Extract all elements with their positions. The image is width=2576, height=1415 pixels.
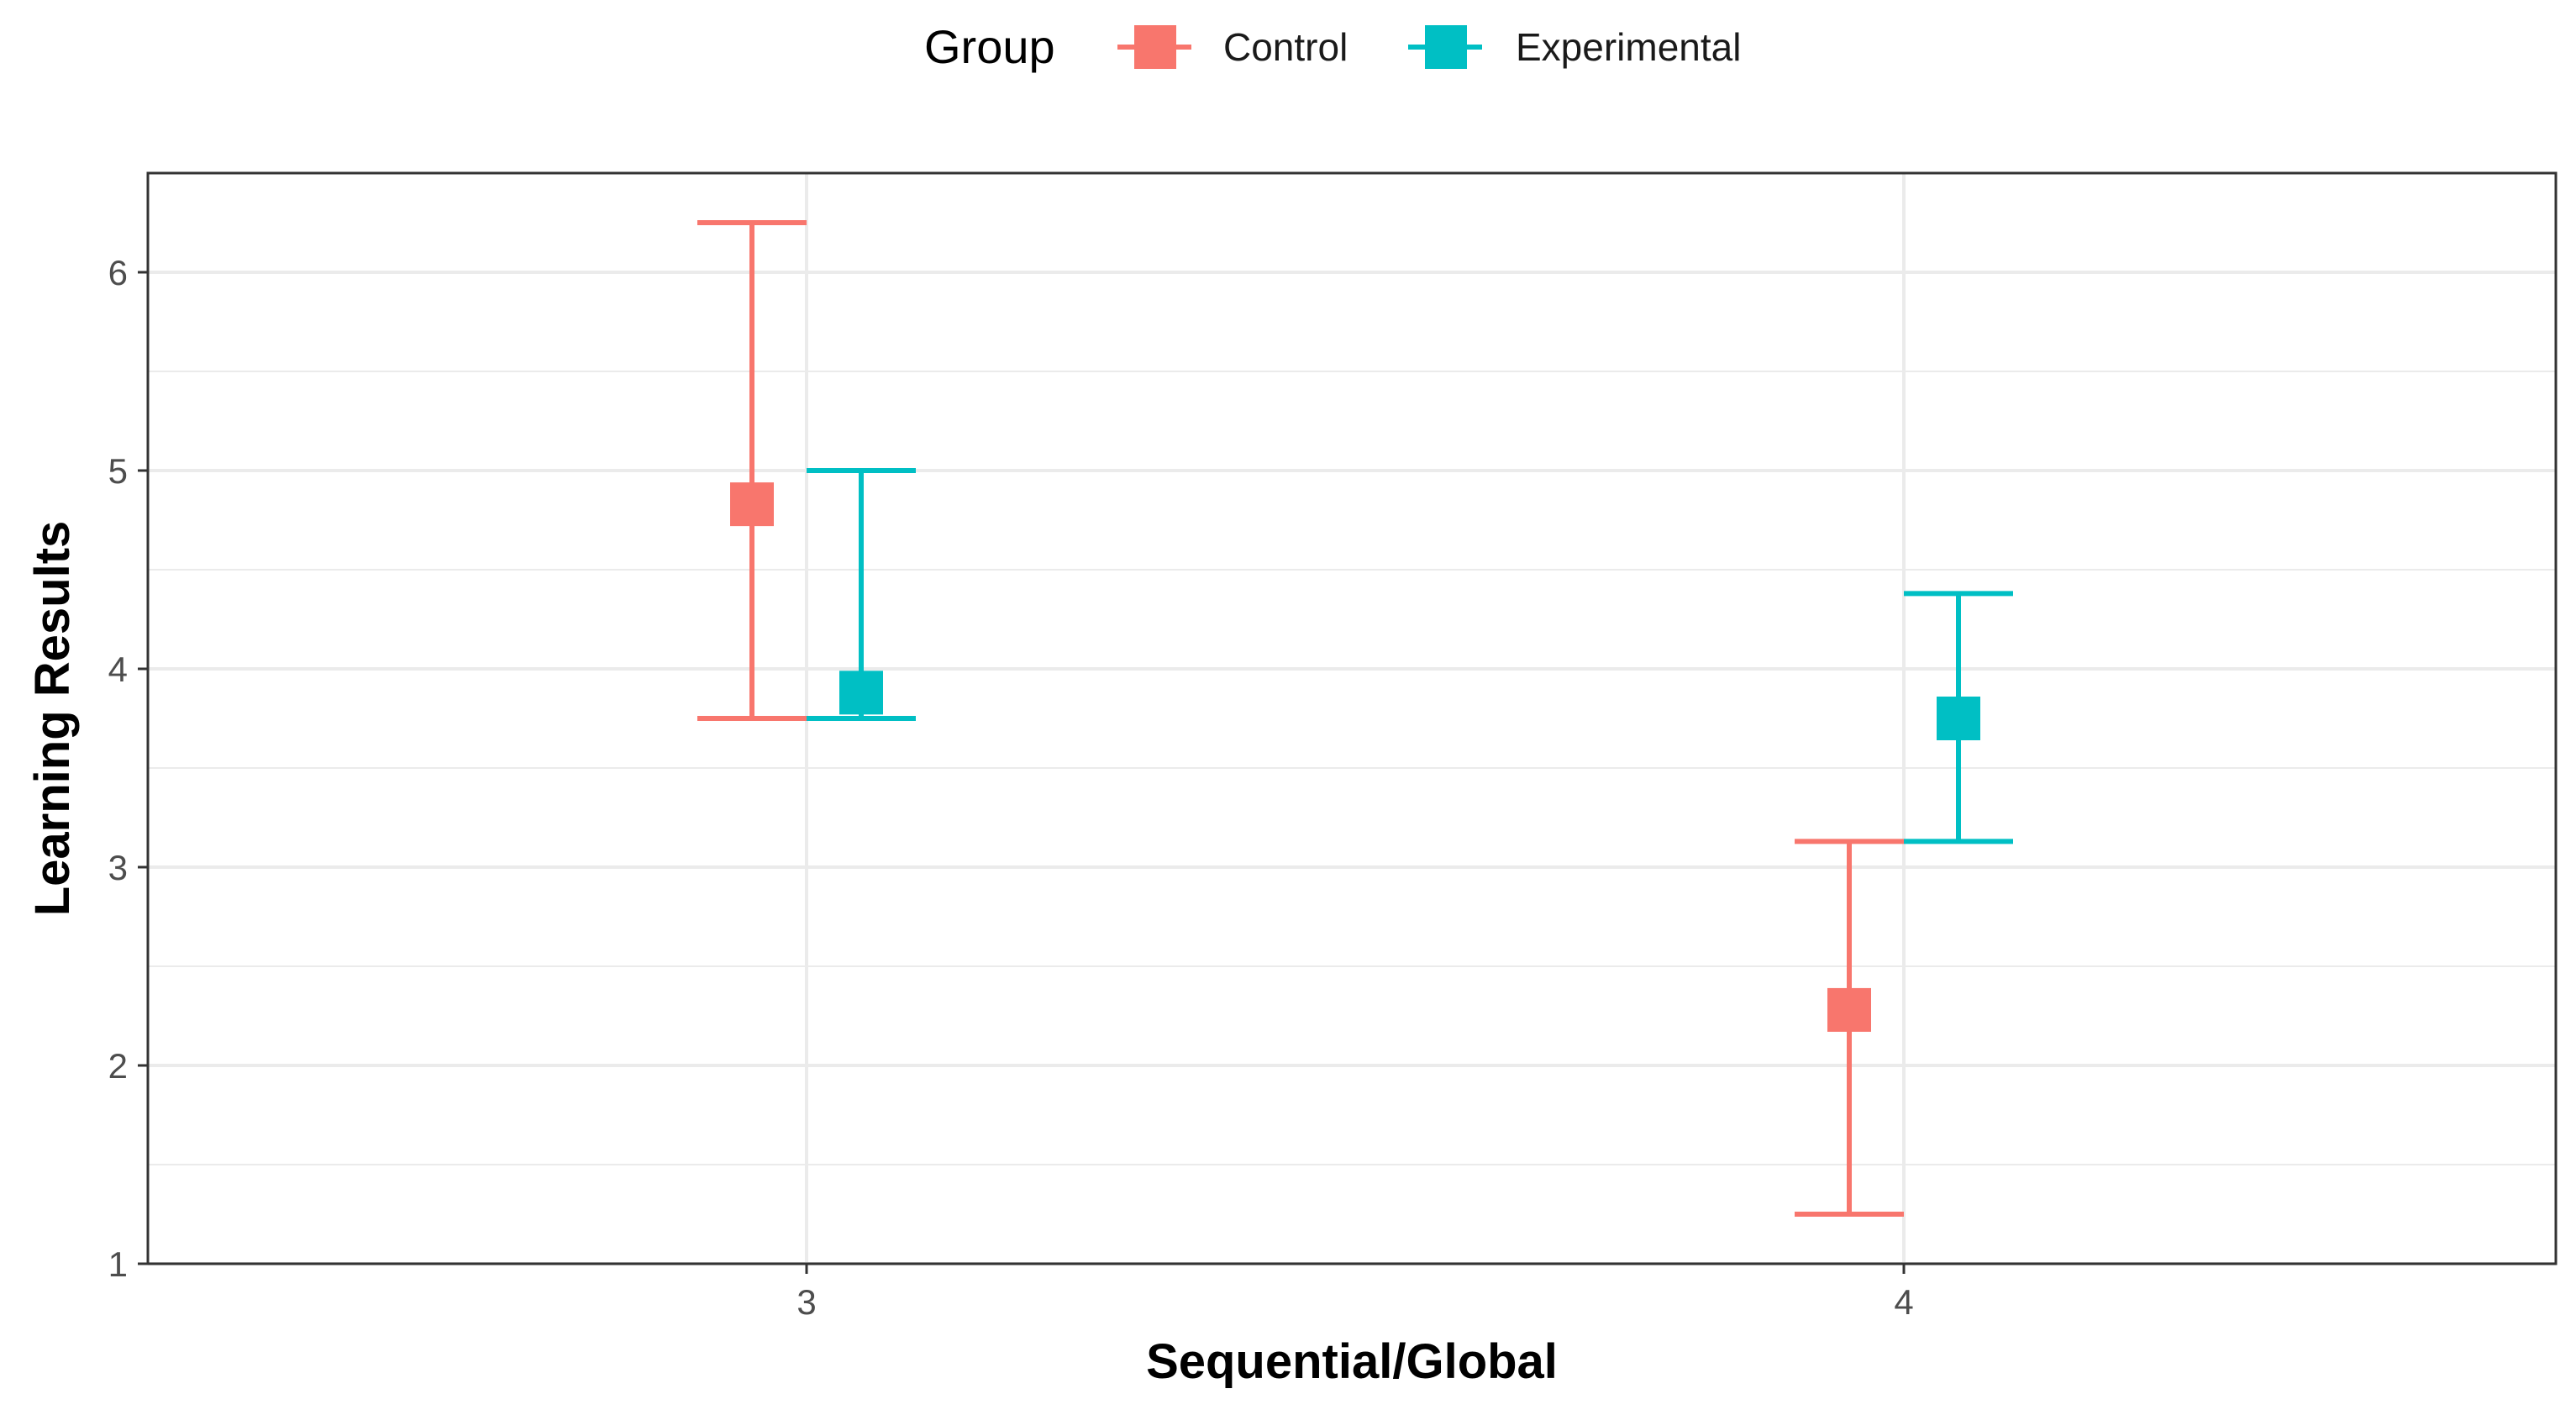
y-tick-label: 3 [108, 848, 128, 887]
point-experimental-4 [1937, 697, 1980, 740]
errorbar-experimental-4 [1904, 591, 2013, 844]
point-control-3 [730, 482, 774, 527]
panel-border [146, 171, 2558, 1265]
axis-layer: 1 2 3 4 5 6 3 4 [108, 253, 1914, 1322]
point-experimental-3 [839, 671, 883, 715]
legend-title: Group [924, 20, 1055, 73]
legend-key-control [1117, 25, 1191, 69]
y-tick-label: 2 [108, 1046, 128, 1086]
y-tick-label: 1 [108, 1244, 128, 1284]
grid-layer [148, 173, 2556, 1265]
legend-key-experimental [1408, 25, 1482, 69]
errorbar-experimental-3 [807, 468, 916, 721]
legend-label-experimental: Experimental [1516, 25, 1741, 69]
x-tick-label: 3 [796, 1282, 816, 1322]
y-tick-label: 4 [108, 650, 128, 689]
y-tick-label: 6 [108, 253, 128, 292]
marks-layer [697, 220, 2013, 1217]
legend-label-control: Control [1223, 25, 1348, 69]
x-tick-label: 4 [1894, 1282, 1913, 1322]
x-axis-title: Sequential/Global [1146, 1334, 1558, 1389]
legend: Group Control Experimental [924, 20, 1741, 73]
errorbar-control-3 [697, 220, 807, 721]
errorbar-control-4 [1795, 839, 1904, 1217]
y-axis-title: Learning Results [25, 521, 80, 917]
point-control-4 [1827, 987, 1871, 1032]
y-tick-label: 5 [108, 451, 128, 491]
